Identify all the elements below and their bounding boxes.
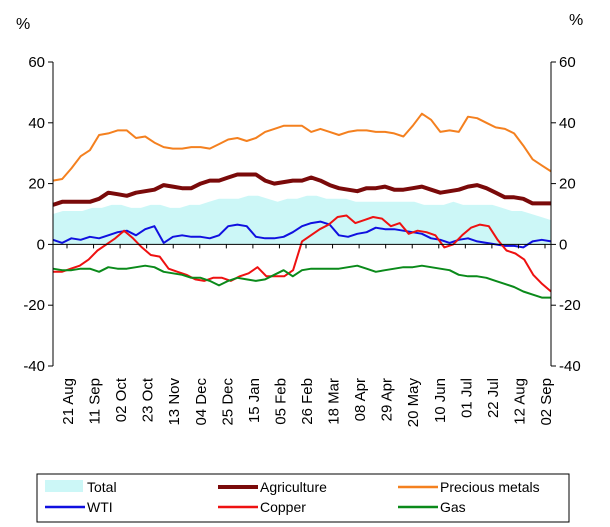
x-tick-label: 13 Nov [166, 378, 183, 426]
right-y-tick-label: 40 [559, 115, 576, 132]
series-agriculture-line [52, 172, 551, 207]
left-axis-unit: % [16, 16, 30, 33]
left-y-tick-label: 60 [28, 54, 45, 71]
legend-label-agriculture: Agriculture [260, 479, 327, 495]
series-total-area [53, 195, 551, 245]
right-y-tick-label: 20 [559, 176, 576, 193]
right-y-tick-label: -20 [559, 297, 581, 314]
legend-box [36, 473, 570, 523]
series-gas-line [52, 264, 551, 299]
x-tick-label: 08 Apr [352, 378, 369, 421]
left-y-tick-label: -40 [23, 358, 45, 375]
right-y-tick-label: 0 [559, 236, 567, 253]
plot-area [52, 112, 552, 299]
legend-label-total: Total [87, 479, 117, 495]
right-y-tick-label: 60 [559, 54, 576, 71]
x-tick-label: 11 Sep [87, 378, 104, 424]
series-copper-line [53, 214, 552, 293]
x-tick-labels: 21 Aug 11 Sep 02 Oct 23 Oct 13 Nov 04 Dec 25 D… [60, 377, 555, 427]
left-y-tick-label: 0 [37, 236, 45, 253]
legend: Total Agriculture Precious metals WTI Copper… [45, 479, 540, 515]
x-tick-label: 25 Dec [219, 378, 236, 426]
legend-label-precious-metals: Precious metals [440, 479, 540, 495]
right-axis-unit: % [569, 12, 583, 29]
legend-label-copper: Copper [260, 499, 306, 515]
x-tick-label: 15 Jan [246, 378, 263, 423]
x-tick-label: 10 Jun [432, 378, 449, 423]
legend-swatch-total [45, 480, 83, 492]
x-tick-label: 23 Oct [140, 377, 157, 422]
x-tick-label: 18 Mar [326, 378, 343, 425]
x-tick-label: 04 Dec [193, 378, 210, 426]
x-tick-label: 26 Feb [299, 378, 316, 425]
x-tick-label: 29 Apr [379, 378, 396, 421]
series-wti-line [52, 220, 552, 249]
left-y-tick-label: 20 [28, 176, 45, 193]
axes: -40 -40 -20 -20 0 0 20 20 40 40 60 60 [23, 54, 580, 375]
legend-label-wti: WTI [87, 499, 113, 515]
x-tick-label: 05 Feb [272, 378, 289, 425]
right-y-tick-label: -40 [559, 358, 581, 375]
x-tick-label: 20 May [405, 378, 422, 428]
x-tick-label: 12 Aug [511, 378, 528, 425]
x-tick-label: 22 Jul [485, 378, 502, 418]
x-tick-label: 01 Jul [458, 378, 475, 418]
left-y-tick-label: 40 [28, 115, 45, 132]
left-y-tick-label: -20 [23, 297, 45, 314]
x-tick-label: 02 Sep [538, 378, 555, 426]
series-precious-metals-line [52, 112, 552, 182]
legend-label-gas: Gas [440, 499, 466, 515]
x-tick-label: 02 Oct [113, 377, 130, 422]
x-tick-label: 21 Aug [60, 378, 77, 425]
